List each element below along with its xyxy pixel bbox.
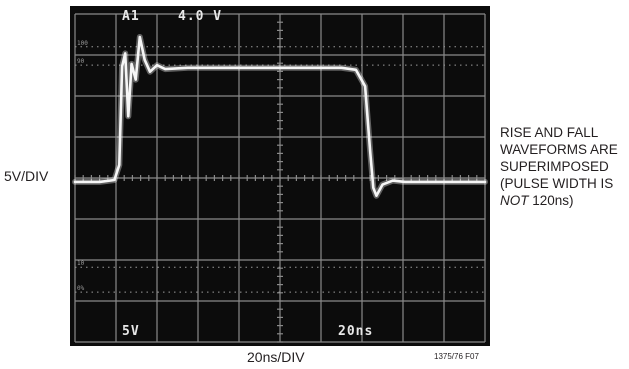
- annotation-note: RISE AND FALL WAVEFORMS ARE SUPERIMPOSED…: [500, 124, 628, 209]
- channel-readout: A1: [122, 9, 140, 24]
- note-line-1: RISE AND FALL: [500, 125, 599, 140]
- reference-mark-label: 90: [77, 58, 85, 65]
- reference-mark-label: 0%: [77, 285, 85, 292]
- vertical-scale-readout: 5V: [122, 324, 140, 339]
- reference-mark-label: 100: [77, 40, 88, 47]
- horizontal-scale-readout: 20ns: [338, 324, 374, 339]
- oscilloscope-plot: 100 90 10 0%: [72, 13, 488, 343]
- note-line-3: SUPERIMPOSED: [500, 159, 609, 174]
- reference-mark-label: 10: [77, 260, 85, 267]
- waveform-trace: [73, 35, 487, 197]
- note-line-5: NOT 120ns): [500, 192, 628, 209]
- oscilloscope-screen: 100 90 10 0% A1 4.0 V 5V 20ns: [70, 6, 490, 346]
- note-italic-not: NOT: [500, 193, 529, 208]
- x-axis-label: 20ns/DIV: [247, 349, 305, 365]
- figure-id: 1375/76 F07: [434, 352, 479, 361]
- level-readout: 4.0 V: [178, 9, 223, 24]
- note-line-2: WAVEFORMS ARE: [500, 142, 618, 157]
- note-line-4: (PULSE WIDTH IS: [500, 176, 614, 191]
- note-tail: 120ns): [528, 193, 574, 208]
- y-axis-label: 5V/DIV: [4, 168, 49, 184]
